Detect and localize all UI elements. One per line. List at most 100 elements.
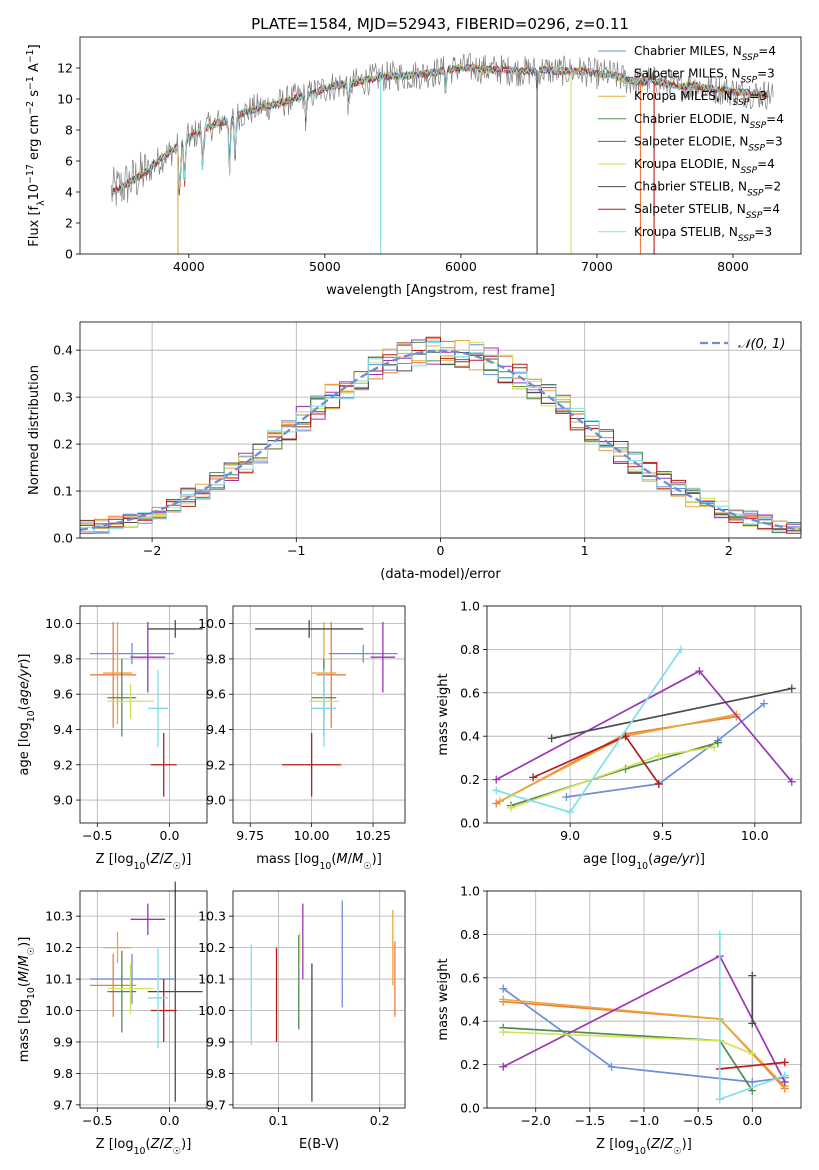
weight-point-marker <box>654 779 663 788</box>
weight-point-marker <box>621 732 630 741</box>
weight-series-line <box>495 670 793 783</box>
y-axis-label: Flux [fλ10−17 erg cm−2 s−1 A−1] <box>25 44 47 246</box>
y-tick-label: 9.8 <box>53 651 73 666</box>
figure-title: PLATE=1584, MJD=52943, FIBERID=0296, z=0… <box>251 15 629 33</box>
x-tick-label: −1.5 <box>575 1113 605 1128</box>
y-tick-label: 9.8 <box>206 1066 226 1081</box>
x-tick-label: 2 <box>725 543 733 558</box>
panel-spectrum: 4000 5000 6000 7000 8000 0 2 4 6 8 10 12 wavelength … <box>25 36 802 298</box>
x-tick-label: 9.0 <box>560 828 580 843</box>
y-tick-label: 10.0 <box>45 1003 73 1018</box>
x-tick-label: 0.2 <box>370 1113 390 1128</box>
legend-label: 𝒩(0, 1) <box>738 337 785 352</box>
axes-frame <box>232 605 406 824</box>
weight-point-marker <box>499 1028 508 1037</box>
y-tick-label: 9.8 <box>53 1066 73 1081</box>
y-tick-label: 9.9 <box>53 1034 73 1049</box>
weight-point-marker <box>499 995 508 1004</box>
y-tick-label: 9.8 <box>206 651 226 666</box>
plot-area-age-vs-Z <box>90 620 203 797</box>
x-axis-label: (data-model)/error <box>380 567 501 582</box>
weight-point-marker <box>715 1095 724 1104</box>
spectrum-lines <box>110 53 774 254</box>
y-tick-label: 2 <box>65 216 73 231</box>
weight-point-marker <box>562 792 571 801</box>
y-tick-label: 0.6 <box>460 970 480 985</box>
panel-mass-vs-Z: −0.5 0.0 9.7 9.8 9.9 10.0 10.1 10.2 10.3 Z [log10… <box>17 881 208 1157</box>
model-spectrum <box>112 63 769 194</box>
y-tick-label: 8 <box>65 123 73 138</box>
legend-label: Kroupa MILES, NSSP=3 <box>634 89 767 108</box>
y-tick-label: 9.6 <box>206 687 226 702</box>
x-axis-label: Z [log10(Z/Z☉)] <box>596 1137 692 1157</box>
y-tick-label: 10.2 <box>198 940 226 955</box>
weight-point-marker <box>499 1062 508 1071</box>
model-spectrum <box>112 64 769 195</box>
y-axis-label: age [log10(age/yr)] <box>17 653 37 775</box>
residual-histogram <box>80 342 801 534</box>
y-tick-label: 9.2 <box>53 757 73 772</box>
y-tick-label: 1.0 <box>460 599 480 614</box>
weight-point-marker <box>495 797 504 806</box>
x-tick-label: 1 <box>581 543 589 558</box>
y-tick-label: 9.7 <box>206 1097 226 1112</box>
x-tick-label: 10.00 <box>294 828 330 843</box>
x-tick-label: −1.0 <box>629 1113 659 1128</box>
weight-point-marker <box>787 777 796 786</box>
y-tick-label: 0.2 <box>53 437 73 452</box>
panel-mass-vs-ebv: 0.1 0.2 9.7 9.8 9.9 10.0 10.1 10.2 10.3 E(B-V) <box>198 890 406 1152</box>
weight-series-line <box>532 735 660 785</box>
y-tick-label: 9.2 <box>206 757 226 772</box>
panel-weight-vs-age: 9.0 9.5 10.0 0.0 0.2 0.4 0.6 0.8 1.0 age [log10(a… <box>436 599 802 872</box>
y-tick-label: 0.2 <box>460 772 480 787</box>
weight-point-marker <box>547 734 556 743</box>
plot-area-weight-vs-age <box>492 645 796 817</box>
y-tick-label: 0.4 <box>53 343 73 358</box>
y-tick-label: 9.9 <box>206 1034 226 1049</box>
y-axis-label: mass weight <box>436 673 451 755</box>
y-tick-label: 10.0 <box>198 616 226 631</box>
axes-frame <box>232 890 406 1109</box>
y-tick-label: 1.0 <box>460 884 480 899</box>
legend-label: Chabrier ELODIE, NSSP=4 <box>634 112 784 131</box>
x-tick-label: 0.1 <box>269 1113 289 1128</box>
weight-point-marker <box>748 1077 757 1086</box>
legend-label: Salpeter ELODIE, NSSP=3 <box>634 134 783 153</box>
weight-point-marker <box>748 971 757 980</box>
y-tick-label: 0.6 <box>460 685 480 700</box>
x-axis-label: Z [log10(Z/Z☉)] <box>96 852 192 872</box>
axes-frame <box>486 605 802 824</box>
panel-residuals: −2 −1 0 1 2 0.0 0.1 0.2 0.3 0.4 𝒩(0, 1) (data-model… <box>27 321 802 582</box>
legend: Chabrier MILES, NSSP=4 Salpeter MILES, NS… <box>598 44 784 244</box>
x-tick-label: −1 <box>287 543 305 558</box>
axes-frame <box>79 605 208 824</box>
legend-label: Chabrier MILES, NSSP=4 <box>634 44 776 63</box>
y-tick-label: 0.8 <box>460 642 480 657</box>
x-tick-label: 4000 <box>173 259 205 274</box>
x-tick-label: −2 <box>143 543 161 558</box>
plot-area-mass-vs-ebv <box>250 900 396 1102</box>
legend-label: Chabrier STELIB, NSSP=2 <box>634 180 781 199</box>
weight-point-marker <box>748 1049 757 1058</box>
y-tick-label: 0.1 <box>53 484 73 499</box>
x-tick-label: 0 <box>437 543 445 558</box>
y-tick-label: 0.3 <box>53 390 73 405</box>
weight-series-line <box>719 1061 785 1070</box>
weight-point-marker <box>780 1058 789 1067</box>
x-axis-label: age [log10(age/yr)] <box>583 852 705 872</box>
weight-point-marker <box>507 803 516 812</box>
y-tick-label: 0.0 <box>53 531 73 546</box>
y-tick-label: 10.0 <box>198 1003 226 1018</box>
y-tick-label: 9.0 <box>53 793 73 808</box>
x-tick-label: 0.0 <box>160 828 180 843</box>
weight-point-marker <box>760 699 769 708</box>
weight-point-marker <box>492 775 501 784</box>
x-tick-label: −0.5 <box>683 1113 713 1128</box>
x-tick-label: 0.0 <box>160 1113 180 1128</box>
y-tick-label: 6 <box>65 154 73 169</box>
y-tick-label: 0.2 <box>460 1057 480 1072</box>
x-tick-label: 8000 <box>717 259 749 274</box>
x-axis-label: E(B-V) <box>299 1137 339 1152</box>
weight-point-marker <box>499 984 508 993</box>
weight-point-marker <box>654 751 663 760</box>
